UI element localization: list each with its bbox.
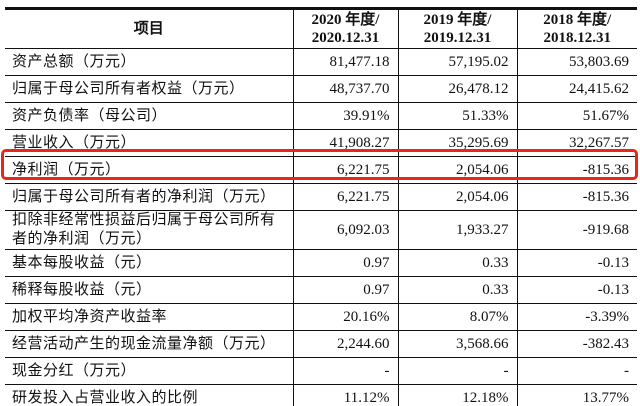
value-cell: -815.36 xyxy=(516,183,637,211)
value-cell: 0.97 xyxy=(292,276,398,304)
value-cell: 81,477.18 xyxy=(292,48,398,76)
value-cell: -382.43 xyxy=(516,330,637,358)
header-row: 项目 2020 年度/ 2020.12.31 2019 年度/ 2019.12.… xyxy=(5,8,637,49)
value-cell: 3,568.66 xyxy=(397,330,517,358)
table-row-highlighted: 净利润（万元） 6,221.75 2,054.06 -815.36 xyxy=(5,156,637,184)
header-col-2018-line2: 2018.12.31 xyxy=(543,30,612,46)
header-col-2019-line1: 2019 年度/ xyxy=(423,12,492,28)
value-cell: 51.67% xyxy=(516,102,637,130)
value-cell: 2,054.06 xyxy=(397,156,517,184)
value-cell: 0.33 xyxy=(397,276,517,304)
value-cell: - xyxy=(292,357,398,385)
value-cell: 48,737.70 xyxy=(292,75,398,103)
value-cell: 6,221.75 xyxy=(292,183,398,211)
financial-summary-table: 项目 2020 年度/ 2020.12.31 2019 年度/ 2019.12.… xyxy=(5,7,637,406)
row-label: 研发投入占营业收入的比例 xyxy=(5,384,293,406)
header-col-2020: 2020 年度/ 2020.12.31 xyxy=(292,8,398,49)
header-col-2020-line1: 2020 年度/ xyxy=(311,12,380,28)
value-cell: 6,092.03 xyxy=(292,210,398,250)
value-cell: 41,908.27 xyxy=(292,129,398,157)
value-cell: 53,803.69 xyxy=(516,48,637,76)
table-row: 资产总额（万元） 81,477.18 57,195.02 53,803.69 xyxy=(5,48,637,76)
value-cell: 51.33% xyxy=(397,102,517,130)
header-col-2020-line2: 2020.12.31 xyxy=(311,30,380,46)
value-cell: 39.91% xyxy=(292,102,398,130)
row-label: 资产总额（万元） xyxy=(5,48,293,76)
value-cell: 12.18% xyxy=(397,384,517,406)
row-label: 稀释每股收益（元） xyxy=(5,276,293,304)
table-row: 营业收入（万元） 41,908.27 35,295.69 32,267.57 xyxy=(5,129,637,157)
row-label: 扣除非经常性损益后归属于母公司所有者的净利润（万元） xyxy=(5,210,293,250)
value-cell: -3.39% xyxy=(516,303,637,331)
row-label: 加权平均净资产收益率 xyxy=(5,303,293,331)
value-cell: - xyxy=(397,357,517,385)
row-label: 基本每股收益（元） xyxy=(5,249,293,277)
value-cell: 57,195.02 xyxy=(397,48,517,76)
value-cell: -815.36 xyxy=(516,156,637,184)
row-label: 营业收入（万元） xyxy=(5,129,293,157)
table-row: 扣除非经常性损益后归属于母公司所有者的净利润（万元） 6,092.03 1,933.… xyxy=(5,210,637,250)
row-label: 归属于母公司所有者的净利润（万元） xyxy=(5,183,293,211)
value-cell: 13.77% xyxy=(516,384,637,406)
header-col-2019: 2019 年度/ 2019.12.31 xyxy=(397,8,517,49)
value-cell: 2,244.60 xyxy=(292,330,398,358)
header-item: 项目 xyxy=(5,8,293,49)
table-row: 基本每股收益（元） 0.97 0.33 -0.13 xyxy=(5,249,637,277)
value-cell: 20.16% xyxy=(292,303,398,331)
row-label: 资产负债率（母公司） xyxy=(5,102,293,130)
row-label: 归属于母公司所有者权益（万元） xyxy=(5,75,293,103)
value-cell: - xyxy=(516,357,637,385)
table-row: 稀释每股收益（元） 0.97 0.33 -0.13 xyxy=(5,276,637,304)
financial-summary-page: 项目 2020 年度/ 2020.12.31 2019 年度/ 2019.12.… xyxy=(0,7,640,406)
header-col-2018: 2018 年度/ 2018.12.31 xyxy=(516,8,637,49)
row-label: 经营活动产生的现金流量净额（万元） xyxy=(5,330,293,358)
value-cell: 1,933.27 xyxy=(397,210,517,250)
table-row: 经营活动产生的现金流量净额（万元） 2,244.60 3,568.66 -382.43 xyxy=(5,330,637,358)
row-label: 净利润（万元） xyxy=(5,156,293,184)
table-wrap: 项目 2020 年度/ 2020.12.31 2019 年度/ 2019.12.… xyxy=(1,7,638,406)
table-row: 归属于母公司所有者的净利润（万元） 6,221.75 2,054.06 -815.36 xyxy=(5,183,637,211)
value-cell: 32,267.57 xyxy=(516,129,637,157)
value-cell: 11.12% xyxy=(292,384,398,406)
table-row: 现金分红（万元） - - - xyxy=(5,357,637,385)
table-row: 研发投入占营业收入的比例 11.12% 12.18% 13.77% xyxy=(5,384,637,406)
value-cell: 8.07% xyxy=(397,303,517,331)
value-cell: 0.97 xyxy=(292,249,398,277)
value-cell: -919.68 xyxy=(516,210,637,250)
table-row: 归属于母公司所有者权益（万元） 48,737.70 26,478.12 24,415.… xyxy=(5,75,637,103)
table-row: 资产负债率（母公司） 39.91% 51.33% 51.67% xyxy=(5,102,637,130)
row-label: 现金分红（万元） xyxy=(5,357,293,385)
value-cell: -0.13 xyxy=(516,249,637,277)
value-cell: 0.33 xyxy=(397,249,517,277)
value-cell: -0.13 xyxy=(516,276,637,304)
value-cell: 24,415.62 xyxy=(516,75,637,103)
value-cell: 6,221.75 xyxy=(292,156,398,184)
value-cell: 35,295.69 xyxy=(397,129,517,157)
header-col-2019-line2: 2019.12.31 xyxy=(423,30,492,46)
header-col-2018-line1: 2018 年度/ xyxy=(543,12,612,28)
value-cell: 2,054.06 xyxy=(397,183,517,211)
table-row: 加权平均净资产收益率 20.16% 8.07% -3.39% xyxy=(5,303,637,331)
value-cell: 26,478.12 xyxy=(397,75,517,103)
